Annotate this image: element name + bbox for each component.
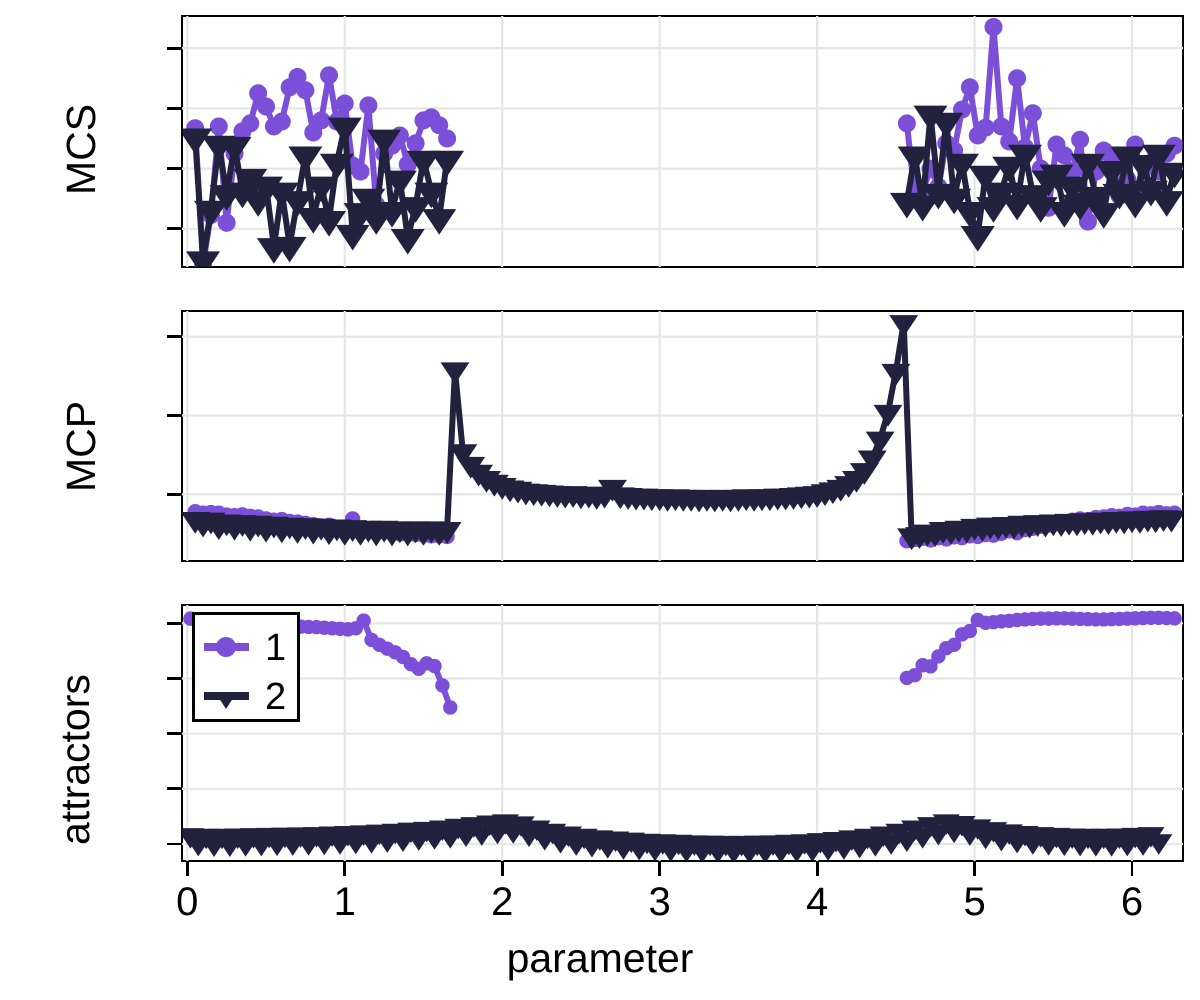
x-tick-label-0: 0 (176, 880, 199, 924)
x-tick-label-5: 5 (963, 880, 986, 924)
series-2-attractors (182, 814, 1173, 861)
legend: 1 2 (192, 612, 300, 722)
legend-label-1: 1 (265, 627, 287, 669)
y-tick-mark-mcs-0 (167, 227, 181, 231)
legend-swatch-1 (204, 637, 249, 657)
x-tick-mark-2 (500, 862, 504, 876)
series-2-mcp (182, 315, 1183, 551)
x-tick-label-2: 2 (491, 880, 514, 924)
y-tick-mark-attractors-4 (167, 842, 181, 846)
y-tick-mark-mcs-2 (167, 106, 181, 110)
x-tick-mark-3 (658, 862, 662, 876)
x-tick-label-1: 1 (333, 880, 356, 924)
x-tick-mark-0 (185, 862, 189, 876)
y-tick-mark-attractors-2 (167, 732, 181, 736)
legend-swatch-2 (204, 692, 249, 709)
series-1-attractors (183, 610, 1182, 715)
y-tick-mark-attractors-3 (167, 787, 181, 791)
gridlines-mcp (182, 311, 1183, 561)
y-tick-mark-mcs-3 (167, 46, 181, 50)
x-tick-mark-4 (815, 862, 819, 876)
y-tick-mark-mcp-1 (167, 414, 181, 417)
x-tick-mark-6 (1130, 862, 1134, 876)
x-tick-mark-5 (973, 862, 976, 876)
x-tick-label-4: 4 (806, 880, 829, 924)
x-axis-label: parameter (506, 935, 694, 981)
legend-swatches (204, 637, 249, 709)
y-tick-mark-attractors-0 (167, 621, 181, 625)
gridlines-attractors (182, 605, 1183, 861)
y-tick-mark-attractors-1 (167, 677, 181, 680)
x-tick-label-6: 6 (1120, 880, 1144, 924)
y-tick-mark-mcp-2 (167, 335, 181, 339)
series-2-mcs (182, 105, 1183, 267)
x-tick-label-3: 3 (648, 880, 671, 924)
y-tick-mark-mcs-1 (167, 167, 181, 170)
x-tick-mark-1 (343, 862, 347, 876)
legend-label-2: 2 (265, 676, 287, 718)
y-tick-mark-mcp-0 (167, 492, 181, 496)
